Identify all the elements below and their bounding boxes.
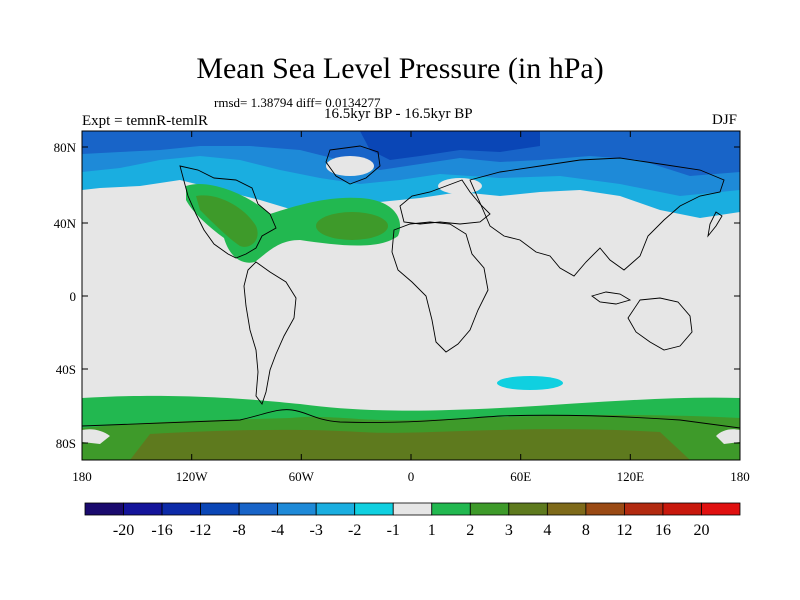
colorbar-swatch — [354, 502, 394, 516]
coast-japan — [707, 211, 723, 238]
colorbar-swatch — [200, 502, 240, 516]
colorbar-label: 8 — [582, 522, 590, 539]
colorbar-swatch — [84, 502, 124, 516]
colorbar-swatch — [392, 502, 433, 516]
coast-south-america — [243, 261, 297, 405]
colorbar-label: -8 — [232, 522, 245, 539]
antarctic-neutral-west — [82, 429, 110, 444]
coast-australia — [627, 297, 693, 351]
coast-africa — [391, 221, 489, 353]
colorbar-label: -16 — [151, 522, 172, 539]
lat-tick-label: 40N — [54, 216, 77, 231]
lon-tick-label: 120W — [176, 469, 209, 484]
lon-tick-label: 60W — [289, 469, 315, 484]
stats-label: rmsd= 1.38794 diff= 0.0134277 — [214, 95, 381, 110]
latitude-axis: 80N 40N 0 40S 80S — [54, 140, 740, 451]
colorbar-label: -4 — [271, 522, 284, 539]
colorbar-label: -12 — [190, 522, 211, 539]
colorbar-labels: -20 -16 -12 -8 -4 -3 -2 -1 1 2 3 4 8 12 16 20 — [113, 522, 710, 539]
coastlines — [82, 145, 740, 429]
colorbar-swatch — [123, 502, 163, 516]
colorbar-swatch — [469, 502, 510, 516]
lon-tick-label: 0 — [408, 469, 415, 484]
colorbar-swatch — [431, 502, 471, 516]
lat-tick-label: 40S — [56, 362, 76, 377]
coast-indonesia — [591, 291, 632, 305]
colorbar-label: 12 — [616, 522, 632, 539]
pressure-field — [82, 131, 740, 460]
colorbar-label: -2 — [348, 522, 361, 539]
map-title: Mean Sea Level Pressure (in hPa) — [196, 52, 604, 85]
lon-tick-label: 180 — [730, 469, 750, 484]
experiment-label: Expt = temnR-temlR — [82, 113, 208, 129]
coast-greenland — [325, 145, 381, 185]
colorbar-label: -1 — [387, 522, 400, 539]
colorbar-label: 20 — [693, 522, 709, 539]
colorbar-label: -3 — [310, 522, 323, 539]
lat-tick-label: 0 — [70, 289, 77, 304]
colorbar-swatch — [508, 502, 548, 516]
colorbar-label: -20 — [113, 522, 134, 539]
north-america-high-core — [196, 195, 258, 247]
greenland-neutral-patch — [326, 156, 374, 176]
colorbar-swatch — [585, 502, 625, 516]
season-label: DJF — [712, 112, 738, 128]
southern-ocean-low — [497, 376, 563, 390]
colorbar-swatches — [84, 502, 741, 516]
coast-antarctica — [82, 409, 740, 429]
colorbar-label: 4 — [543, 522, 551, 539]
coast-north-america — [179, 165, 277, 259]
colorbar-swatch — [277, 502, 317, 516]
lat-tick-label: 80S — [56, 436, 76, 451]
colorbar-swatch — [701, 502, 741, 516]
coast-eurasia — [469, 157, 725, 277]
colorbar-label: 2 — [466, 522, 474, 539]
lat-tick-label: 80N — [54, 140, 77, 155]
colorbar-swatch — [315, 502, 356, 516]
colorbar-label: 3 — [505, 522, 513, 539]
lon-tick-label: 180 — [72, 469, 92, 484]
arctic-low-core — [360, 131, 540, 160]
colorbar-swatch — [546, 502, 587, 516]
coast-europe — [399, 179, 491, 225]
antarctic-neutral-east — [716, 429, 740, 444]
colorbar-label: 1 — [428, 522, 436, 539]
lon-tick-label: 120E — [617, 469, 645, 484]
atlantic-high-core — [316, 212, 388, 240]
antarctic-high-inner — [130, 429, 690, 460]
colorbar-swatch — [624, 502, 664, 516]
colorbar-swatch — [238, 502, 279, 516]
colorbar-swatch — [161, 502, 201, 516]
lon-tick-label: 60E — [510, 469, 531, 484]
colorbar-swatch — [662, 502, 702, 516]
longitude-axis: 180 120W 60W 0 60E 120E 180 — [72, 131, 750, 484]
colorbar-label: 16 — [655, 522, 671, 539]
period-label: 16.5kyr BP - 16.5kyr BP — [324, 106, 473, 122]
